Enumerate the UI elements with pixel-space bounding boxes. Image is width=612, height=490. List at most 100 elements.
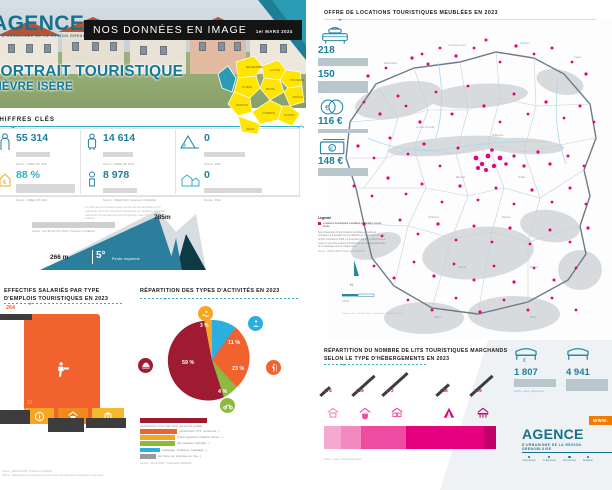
restaurant-icon xyxy=(141,362,150,368)
accommodation-stat-value: 4 941 xyxy=(566,367,590,378)
logo-keywords: OBSERVER PLANIFIER PROJETER ANIMER xyxy=(522,456,612,462)
ski-icon xyxy=(180,135,199,149)
svg-text:BIÈVRE: BIÈVRE xyxy=(266,88,275,91)
bed-icon xyxy=(89,171,95,186)
right-panel: Beaurepaire Le Grand-Lemps Colombe Izeaux … xyxy=(310,0,612,490)
hotel-icon xyxy=(327,407,339,418)
nos-donnees-banner: NOS DONNÉES EN IMAGE 1er MARS 2024 xyxy=(84,20,302,40)
map-stat-item: € 116 € PRIX MOYEN D'UNE NUITÉE EN 2023 xyxy=(318,97,374,133)
key-figure-source: Source : DGE xyxy=(204,199,221,202)
map-scale: 0 5 km xyxy=(342,293,375,303)
key-figures-bottom-line xyxy=(0,196,300,197)
map-stat-label: ANNONCES LOUÉES PLUS DE 120 JOURS PAR AN… xyxy=(318,81,368,94)
outdoor-badge xyxy=(266,360,281,375)
logo-keyword-text: ANIMER xyxy=(583,459,593,462)
svg-text:€: € xyxy=(3,180,7,186)
key-figure-value: 14 614 xyxy=(103,132,136,144)
svg-text:St-Jean: St-Jean xyxy=(458,266,467,269)
legend-note-0: (restauration et/ou bars avec accueil de… xyxy=(140,424,203,429)
svg-text:Sillans: Sillans xyxy=(434,316,442,319)
bar-chart-rule xyxy=(4,303,122,304)
svg-text:4 %: 4 % xyxy=(218,389,227,395)
pie-chart-svg: 11 % 23 % 4 % 59 % 3 % xyxy=(167,319,250,401)
agency-logo-footer-text: AGENCE xyxy=(522,426,584,442)
key-figures-row: 55 314 HABITANTS EN 2020 Source : INSEE,… xyxy=(0,130,300,220)
accommodation-label: CHAMBRES D'HÔTES xyxy=(351,374,376,398)
svg-text:St-Étienne: St-Étienne xyxy=(492,134,504,137)
bar-chart-source: Source : URSSAF 2023 / Traitement l'AGEN… xyxy=(2,470,130,477)
logo-keyword-text: OBSERVER xyxy=(522,459,536,462)
bullet-dot xyxy=(548,456,551,459)
accommodation-rule xyxy=(324,364,428,365)
key-figure-item: 0 COMMUNE CLASSÉE TOURISTIQUE Source : D… xyxy=(180,168,295,202)
communes-mini-map: BEAUREPAIRE LA CÔTE ST-ÉTIENNE ST-JEAN B… xyxy=(217,55,304,135)
logo-keyword: ANIMER xyxy=(583,456,593,462)
map-stat-label: ANNONCES AIRBNB ET ABRITEL EN 2023 xyxy=(318,57,368,66)
mountain-source: Source : IGN BD Alti 25m 2023 / Traiteme… xyxy=(32,230,95,233)
legend-row: LOISIRS DE PLEIN AIR (randonnée, VTT, ty… xyxy=(140,428,306,434)
legend-row: RESTAURATION ET DÉBITS DE BOISSONS xyxy=(140,418,306,423)
sofa-bed-icon xyxy=(322,27,348,44)
legend-row: AUTRES (air, bars, air, loisirique en ri… xyxy=(140,453,306,459)
logo-divider xyxy=(522,452,612,453)
svg-text:Roybon: Roybon xyxy=(502,216,511,219)
accommodation-section: RÉPARTITION DU NOMBRE DE LITS TOURISTIQU… xyxy=(310,340,612,490)
map-legend: Légende Locations touristiques meublées … xyxy=(318,216,386,254)
map-stat-value: 148 € xyxy=(318,155,344,167)
website-badge[interactable]: WWW. xyxy=(588,416,612,425)
legend-chip: LOISIRS MOTORISÉS xyxy=(140,435,176,440)
logo-keyword-text: PLANIFIER xyxy=(542,459,556,462)
svg-text:N: N xyxy=(350,282,353,287)
key-figure-source: Source : INSEE 2023, traitement l'AGENCE xyxy=(103,199,156,202)
legend-chip: AUTRES xyxy=(140,453,156,459)
accommodation-stat-item: € 1 807 LITS TOURISTIQUES MARCHANDS EN 2… xyxy=(514,346,556,393)
key-figure-value: 88 % xyxy=(16,168,40,181)
house-shape xyxy=(130,36,186,74)
map-stat-label: PRIX MOYEN D'UNE NUITÉE EN 2023 xyxy=(318,128,368,133)
person-icon xyxy=(0,133,10,150)
svg-text:La Côte-St-André: La Côte-St-André xyxy=(416,126,435,129)
legend-rest: (sport équestre, rabattre, bivres...) xyxy=(177,435,223,440)
slope-label: Pente moyenne xyxy=(112,257,140,261)
bullet-dot xyxy=(568,456,571,459)
accommodation-label: MEUBLÉS DE TOURISME xyxy=(381,372,409,398)
legend-swatch xyxy=(318,221,321,225)
svg-text:€: € xyxy=(523,358,526,363)
mountain-caption: DONNÉE MONTAGNE : ALTITUDE MINI ET MAXI xyxy=(32,222,116,228)
key-figures-frame xyxy=(0,128,300,196)
tent-icon xyxy=(443,407,455,418)
accommodation-stacked-bar xyxy=(324,426,496,449)
bed-euro-icon: € xyxy=(515,348,537,364)
logo-keyword: OBSERVER xyxy=(522,456,536,462)
svg-text:Izeaux: Izeaux xyxy=(574,56,582,59)
map-stat-item: 150 ANNONCES LOUÉES PLUS DE 120 JOURS PA… xyxy=(318,69,374,94)
key-figure-value: 8 978 xyxy=(103,168,130,181)
svg-text:59 %: 59 % xyxy=(182,360,194,366)
nautical-badge xyxy=(198,306,213,321)
map-legend-body: Sont présentées ici les locations touris… xyxy=(318,230,386,249)
map-title-tick xyxy=(338,19,342,21)
furnished-icon xyxy=(391,407,403,417)
key-figure-value: 0 xyxy=(204,168,210,181)
bar-label: RESTAURATION xyxy=(0,314,32,321)
accommodation-tick xyxy=(342,364,346,366)
logo-keyword-text: PROJETER xyxy=(562,459,577,462)
accommodation-value: 788 xyxy=(440,388,448,393)
house-shape xyxy=(0,34,58,74)
bullet-dot xyxy=(586,456,590,459)
svg-text:Le Grand-Lemps: Le Grand-Lemps xyxy=(448,44,467,47)
key-figure-source: Source : DGE xyxy=(204,162,221,166)
legend-chip: LOISIRS NAUTIQUES xyxy=(140,441,175,447)
key-figure-item: 14 614 EMPLOIS EN 2020 Source : INSEE, R… xyxy=(85,133,170,166)
map-legend-item: Locations touristiques meublées ou locat… xyxy=(323,221,382,229)
accommodation-value: 219 xyxy=(356,388,364,393)
map-stats-column: 218 ANNONCES AIRBNB ET ABRITEL EN 2023 1… xyxy=(318,26,374,180)
svg-text:Fond de carte : IGN BD Topo —: Fond de carte : IGN BD Topo — Réalisatio… xyxy=(342,312,403,315)
chef-icon xyxy=(57,361,69,377)
legend-rest: (air, bars, air, loisirique en rive...) xyxy=(157,453,202,458)
wellness-icon xyxy=(252,319,259,327)
key-figures-tick xyxy=(10,126,16,129)
title-sub: BIÈVRE ISÈRE xyxy=(0,80,73,93)
svg-text:€: € xyxy=(325,105,329,112)
key-figure-item: 0 STATION DE SKI EN 2023 Source : DGE xyxy=(180,133,295,166)
